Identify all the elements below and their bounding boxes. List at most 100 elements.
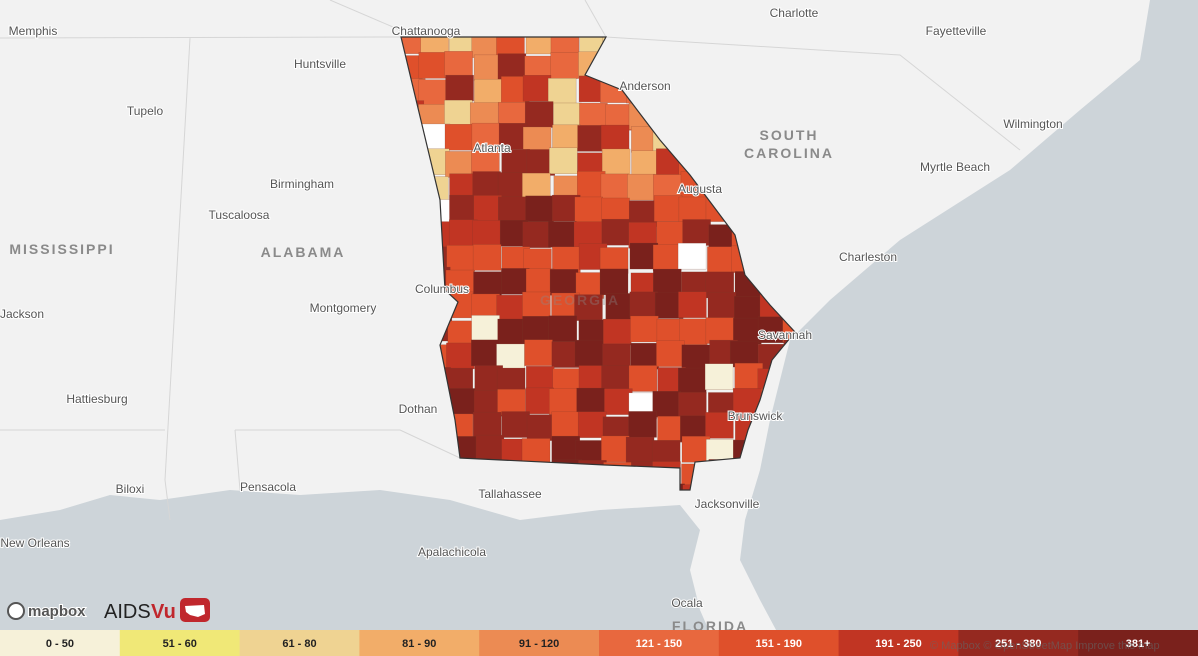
county — [549, 147, 578, 175]
county — [524, 339, 553, 366]
legend-label: 151 - 190 — [755, 638, 801, 650]
place-label: Jacksonville — [695, 497, 760, 511]
region-label: GEORGIA — [540, 292, 620, 308]
county — [501, 411, 530, 438]
county — [707, 246, 736, 273]
county — [522, 172, 551, 200]
county — [678, 196, 708, 224]
county — [599, 268, 629, 296]
county — [473, 271, 502, 298]
county — [552, 246, 581, 274]
county — [522, 126, 552, 154]
county — [445, 74, 474, 102]
county — [733, 317, 762, 345]
county — [449, 194, 478, 222]
attribution: © Mapbox © OpenStreetMap Improve this ma… — [930, 640, 1160, 652]
county — [678, 392, 707, 419]
county — [418, 52, 448, 79]
county — [574, 294, 603, 321]
county — [496, 294, 525, 322]
county — [522, 291, 551, 319]
legend-label: 81 - 90 — [402, 638, 436, 650]
place-label: Biloxi — [116, 482, 145, 496]
state-borders — [0, 0, 1021, 521]
county — [630, 315, 659, 343]
place-label: Montgomery — [310, 301, 377, 315]
county — [705, 317, 735, 344]
county — [473, 195, 502, 222]
county — [678, 291, 707, 318]
county — [653, 195, 683, 222]
place-label: Ocala — [671, 596, 703, 610]
place-label: Chattanooga — [392, 24, 461, 38]
county — [628, 411, 657, 438]
county — [444, 99, 473, 127]
county — [526, 414, 556, 441]
county — [522, 221, 551, 248]
county — [445, 151, 474, 178]
county — [601, 148, 631, 176]
county — [472, 220, 501, 247]
county — [501, 268, 530, 295]
county — [550, 52, 579, 79]
county — [552, 124, 581, 152]
county — [548, 315, 578, 342]
county — [603, 318, 632, 346]
county — [707, 291, 737, 319]
county — [629, 291, 658, 319]
legend-label: 251 - 380 — [995, 638, 1041, 650]
region-label: ALABAMA — [261, 244, 346, 260]
county — [574, 339, 604, 367]
legend: 0 - 50 51 - 60 61 - 80 81 - 90 91 - 120 121 -… — [0, 630, 1198, 656]
legend-swatch — [958, 630, 1079, 656]
county — [627, 173, 656, 201]
county — [497, 53, 527, 80]
county — [705, 412, 734, 439]
place-label: Tupelo — [127, 104, 164, 118]
georgia-outline — [400, 36, 796, 491]
place-label: Wilmington — [1003, 117, 1062, 131]
county — [498, 196, 527, 223]
legend-swatch — [119, 630, 241, 656]
county — [548, 221, 577, 248]
county — [576, 387, 605, 415]
legend-label: 191 - 250 — [875, 638, 921, 650]
county — [446, 245, 475, 272]
place-label: Anderson — [619, 79, 670, 93]
county — [630, 342, 659, 370]
place-label: Myrtle Beach — [920, 160, 990, 174]
county — [652, 244, 682, 271]
place-label: Pensacola — [240, 480, 296, 494]
place-label: Brunswick — [728, 409, 784, 423]
county — [631, 150, 660, 177]
county — [579, 102, 608, 130]
county — [677, 242, 707, 270]
county — [471, 122, 501, 150]
legend-swatch — [359, 630, 480, 656]
county — [575, 272, 605, 299]
county — [525, 195, 554, 223]
county — [604, 388, 633, 415]
place-label: Apalachicola — [418, 545, 486, 559]
place-label: Columbus — [415, 282, 469, 296]
legend-swatch — [838, 630, 959, 656]
county — [522, 75, 552, 102]
county — [574, 196, 603, 224]
aidsvu-vu: Vu — [151, 601, 176, 623]
county — [522, 316, 551, 343]
county — [472, 244, 502, 271]
county — [474, 78, 503, 106]
county — [653, 268, 682, 296]
place-label: Charlotte — [770, 6, 819, 20]
place-label: Dothan — [399, 402, 438, 416]
place-label: Huntsville — [294, 57, 346, 71]
county — [605, 293, 634, 320]
county — [444, 124, 474, 151]
place-label: Jackson — [0, 307, 44, 321]
place-label: Atlanta — [473, 141, 511, 155]
region-label: CAROLINA — [744, 145, 834, 161]
county — [472, 411, 502, 439]
county — [525, 268, 555, 295]
legend-swatch — [599, 630, 720, 656]
mapbox-logo: mapbox — [7, 602, 87, 621]
